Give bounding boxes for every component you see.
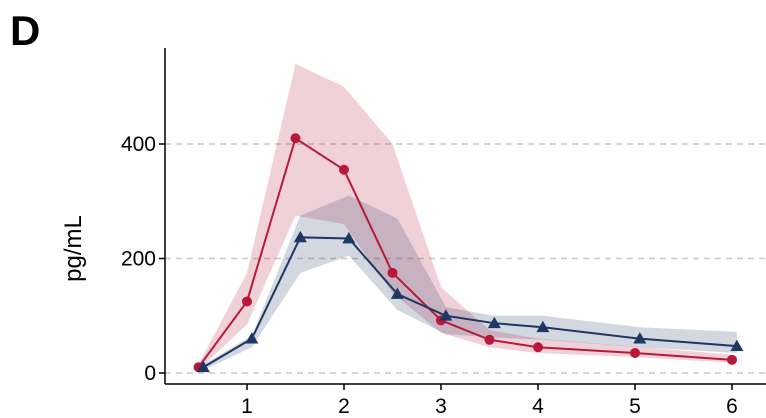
x-tick-label: 4	[532, 395, 544, 418]
y-tick-label: 0	[144, 362, 156, 385]
data-point	[533, 342, 543, 353]
x-tick-label: 2	[338, 395, 350, 418]
data-point	[439, 309, 453, 321]
data-point	[387, 267, 398, 278]
ci-band	[198, 63, 732, 371]
panel-label: D	[10, 7, 41, 54]
data-point	[290, 133, 301, 144]
x-tick-label: 3	[435, 395, 447, 418]
series-line	[202, 236, 737, 369]
data-point	[487, 316, 501, 329]
y-axis-title: pg/mL	[60, 215, 87, 282]
data-point	[242, 296, 252, 307]
data-point	[536, 320, 550, 333]
data-point	[196, 360, 210, 373]
data-point	[730, 339, 744, 351]
x-tick-label: 5	[629, 395, 641, 418]
series-line	[197, 136, 733, 368]
x-tick-label: 1	[241, 395, 253, 418]
data-point	[727, 354, 737, 365]
data-point	[484, 334, 495, 345]
data-point	[245, 332, 259, 344]
data-point	[293, 230, 307, 243]
data-point	[630, 347, 640, 358]
ci-band	[203, 195, 737, 371]
data-point	[339, 164, 349, 175]
data-point	[633, 332, 647, 344]
x-tick-label: 6	[726, 395, 738, 418]
y-tick-label: 200	[121, 248, 156, 271]
data-point	[390, 287, 404, 299]
y-tick-label: 400	[121, 133, 156, 156]
data-point	[342, 231, 356, 244]
